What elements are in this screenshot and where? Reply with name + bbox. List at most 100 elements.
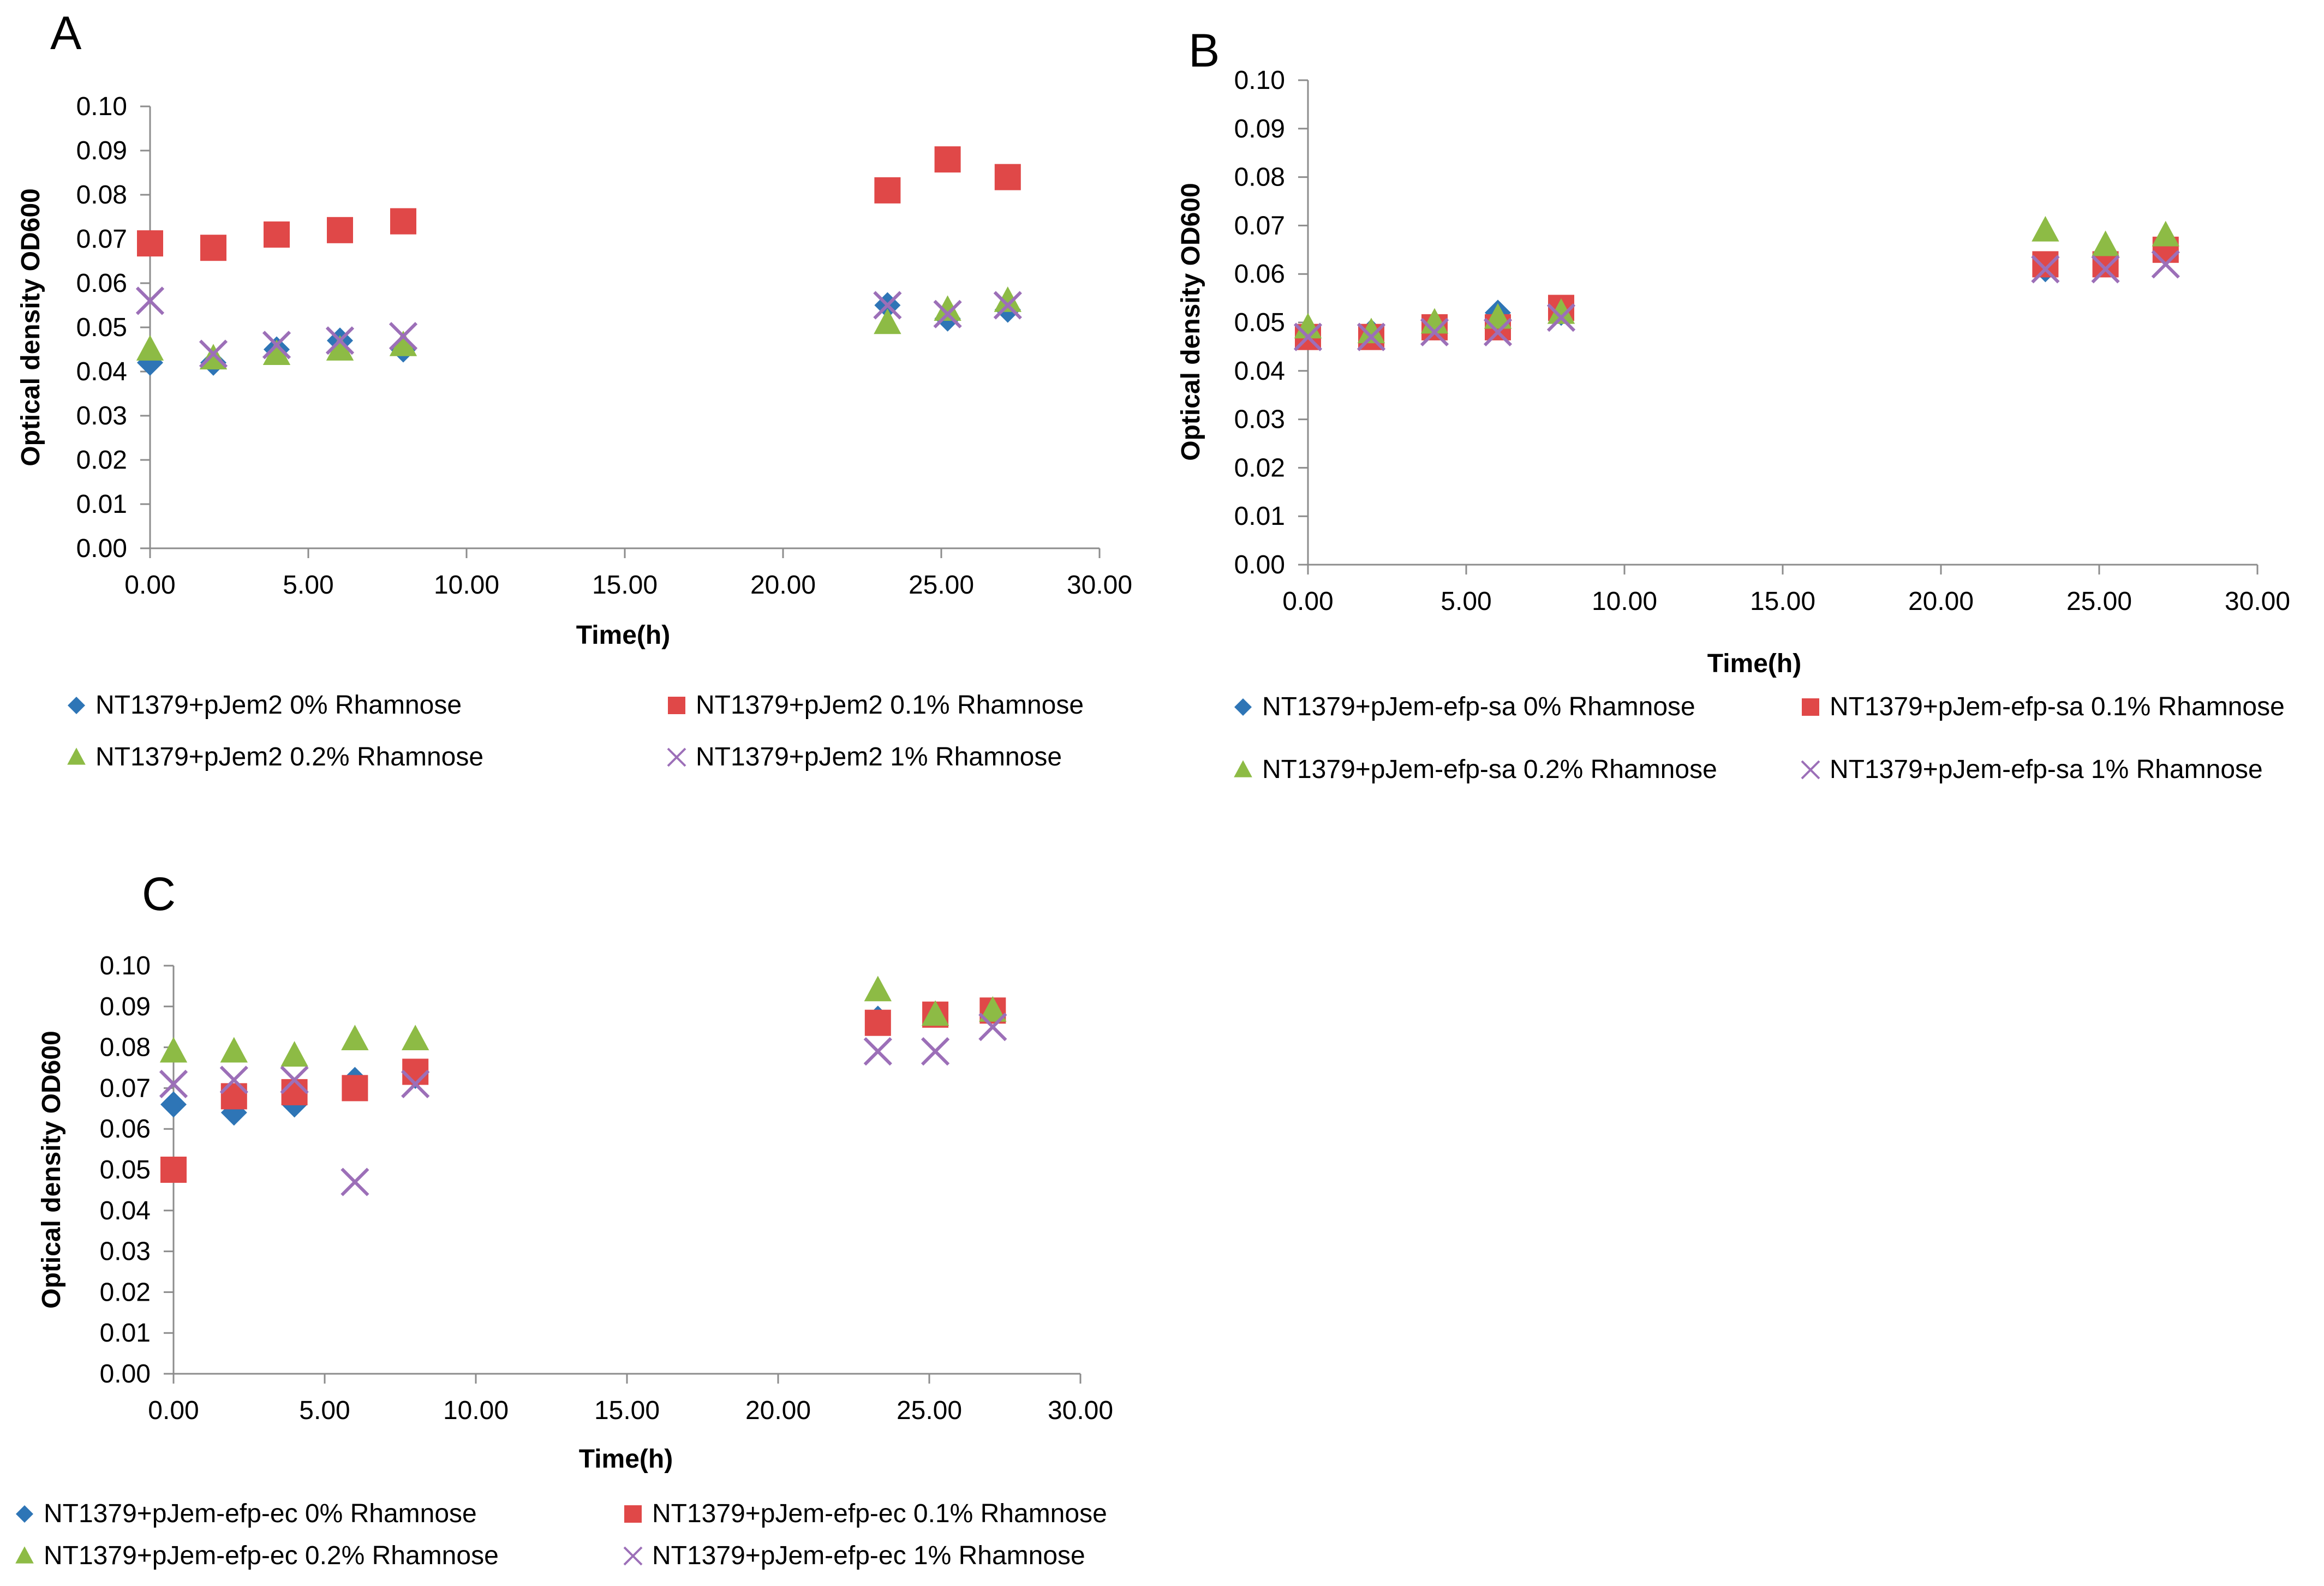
data-point-x [389, 322, 418, 351]
y-tick-label: 0.07 [76, 225, 127, 254]
y-tick-label: 0.07 [1234, 211, 1285, 240]
data-point-triangle [389, 331, 417, 356]
y-tick-label: 0.08 [1234, 163, 1285, 192]
data-point-square [281, 1079, 308, 1105]
data-point-square [390, 208, 416, 235]
x-tick-label: 30.00 [2225, 587, 2290, 616]
data-point-triangle [136, 335, 164, 361]
legend-marker-square [624, 1505, 642, 1523]
legend-marker-square [668, 697, 685, 714]
y-tick-label: 0.06 [100, 1115, 151, 1144]
data-point-square [264, 221, 290, 248]
x-tick-label: 0.00 [124, 571, 175, 600]
data-point-square [864, 1009, 891, 1036]
data-point-x [1420, 318, 1449, 346]
data-point-triangle [326, 335, 354, 361]
legend-marker-diamond [68, 697, 85, 714]
data-point-x [1546, 303, 1576, 332]
legend-marker-diamond [1234, 698, 1252, 716]
legend-marker-triangle [15, 1546, 34, 1564]
x-tick-label: 25.00 [909, 571, 974, 600]
legend-entry: NT1379+pJem-efp-ec 1% Rhamnose [623, 1541, 1085, 1570]
y-tick-label: 0.10 [76, 92, 127, 121]
x-tick-label: 10.00 [434, 571, 499, 600]
legend-entry: NT1379+pJem-efp-sa 1% Rhamnose [1801, 755, 2263, 784]
data-point-square [402, 1058, 429, 1085]
legend-label: NT1379+pJem-efp-ec 0.1% Rhamnose [652, 1499, 1107, 1528]
data-point-triangle [2152, 220, 2179, 247]
data-point-triangle [1357, 318, 1385, 344]
series-x [135, 286, 1022, 368]
legend-marker-diamond [16, 1505, 33, 1523]
y-tick-label: 0.05 [1234, 308, 1285, 337]
y-tick-label: 0.04 [76, 357, 127, 386]
legend-entry: NT1379+pJem2 0% Rhamnose [68, 691, 462, 720]
x-tick-label: 0.00 [1282, 587, 1333, 616]
data-point-x [2151, 250, 2180, 279]
y-tick-label: 0.03 [1234, 405, 1285, 434]
x-tick-label: 15.00 [592, 571, 658, 600]
data-point-x [262, 331, 291, 360]
data-point-triangle [979, 996, 1007, 1022]
x-tick-label: 5.00 [283, 571, 333, 600]
data-point-triangle [1547, 298, 1575, 324]
data-point-square [137, 230, 163, 257]
x-tick-label: 25.00 [2066, 587, 2132, 616]
legend-label: NT1379+pJem2 0% Rhamnose [95, 691, 462, 720]
data-point-triangle [934, 295, 961, 321]
y-tick-label: 0.05 [76, 313, 127, 342]
data-point-triangle [402, 1025, 429, 1051]
y-axis-title: Optical density OD600 [1176, 183, 1205, 461]
data-point-square [327, 217, 353, 243]
data-point-x [873, 291, 902, 320]
x-tick-label: 15.00 [1750, 587, 1815, 616]
y-tick-label: 0.04 [1234, 357, 1285, 386]
legend-label: NT1379+pJem-efp-ec 0% Rhamnose [44, 1499, 477, 1528]
x-tick-label: 20.00 [1908, 587, 1974, 616]
data-point-triangle [864, 975, 892, 1002]
y-tick-label: 0.10 [1234, 66, 1285, 95]
y-tick-label: 0.09 [100, 992, 151, 1021]
legend-label: NT1379+pJem2 0.1% Rhamnose [696, 691, 1084, 720]
data-point-square [2032, 251, 2059, 278]
legend-entry: NT1379+pJem-efp-sa 0.1% Rhamnose [1802, 692, 2285, 721]
y-tick-label: 0.06 [76, 269, 127, 298]
x-tick-label: 20.00 [745, 1396, 811, 1425]
data-point-x [401, 1069, 430, 1099]
legend-label: NT1379+pJem-efp-sa 0% Rhamnose [1262, 692, 1695, 721]
y-axis-title: Optical density OD600 [16, 188, 45, 466]
data-point-triangle [994, 286, 1021, 312]
series-triangle [159, 975, 1007, 1067]
y-tick-label: 0.03 [100, 1237, 151, 1266]
data-point-x [863, 1037, 892, 1066]
series-square [160, 997, 1006, 1183]
data-point-x [199, 339, 228, 368]
x-tick-label: 5.00 [1441, 587, 1491, 616]
legend-label: NT1379+pJem-efp-ec 0.2% Rhamnose [44, 1541, 499, 1570]
data-point-x [1293, 322, 1323, 351]
x-tick-label: 10.00 [1592, 587, 1657, 616]
x-tick-label: 20.00 [750, 571, 816, 600]
y-tick-label: 0.05 [100, 1156, 151, 1184]
data-point-square [160, 1157, 187, 1183]
data-point-triangle [2032, 216, 2059, 242]
data-point-x [921, 1037, 950, 1066]
x-axis-title: Time(h) [1707, 649, 1801, 678]
legend-label: NT1379+pJem-efp-sa 0.1% Rhamnose [1830, 692, 2285, 721]
data-point-triangle [921, 1000, 949, 1026]
data-point-x [219, 1066, 248, 1094]
legend-label: NT1379+pJem2 1% Rhamnose [696, 743, 1062, 771]
y-tick-label: 0.00 [1234, 550, 1285, 579]
y-tick-label: 0.01 [100, 1319, 151, 1348]
data-point-x [933, 300, 962, 328]
data-point-square [342, 1075, 368, 1102]
x-axis-title: Time(h) [579, 1445, 673, 1474]
data-point-x [325, 326, 355, 355]
panel-label: C [142, 868, 176, 920]
legend-entry: NT1379+pJem2 1% Rhamnose [667, 743, 1062, 771]
legend-marker-x [1801, 760, 1820, 780]
y-tick-label: 0.01 [1234, 502, 1285, 531]
data-point-x [993, 291, 1022, 320]
data-point-square [874, 177, 901, 204]
